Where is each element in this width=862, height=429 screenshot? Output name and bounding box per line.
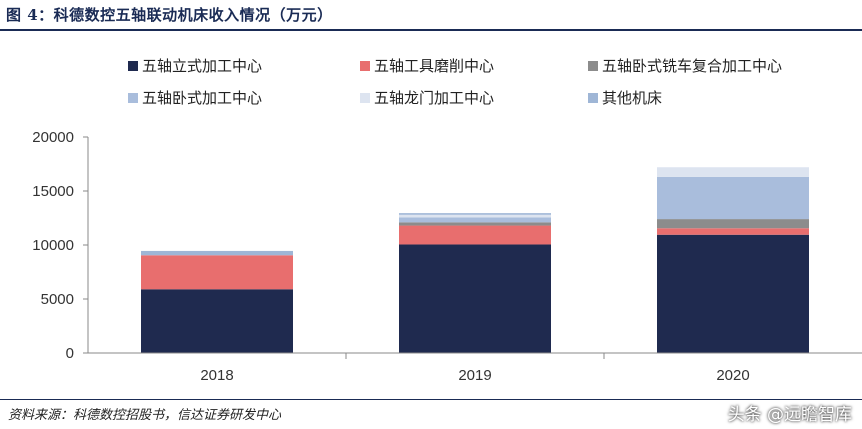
legend-swatch bbox=[360, 61, 370, 71]
legend-label: 五轴龙门加工中心 bbox=[374, 89, 494, 107]
bar-segment bbox=[399, 225, 551, 245]
x-tick-label: 2018 bbox=[200, 367, 233, 384]
bar-segment bbox=[141, 289, 293, 353]
bar-segment bbox=[141, 255, 293, 290]
bar-segment bbox=[657, 228, 809, 235]
bar-segment bbox=[399, 222, 551, 226]
bar-segment bbox=[399, 214, 551, 218]
bar-segment bbox=[141, 250, 293, 256]
x-tick-label: 2020 bbox=[716, 367, 749, 384]
legend-label: 五轴工具磨削中心 bbox=[374, 57, 494, 75]
bar-segment bbox=[399, 244, 551, 353]
bars bbox=[141, 167, 809, 353]
y-axis: 0 5000 10000 15000 20000 bbox=[32, 129, 89, 362]
legend-label: 五轴卧式铣车复合加工中心 bbox=[602, 57, 782, 75]
legend-label: 五轴立式加工中心 bbox=[142, 57, 262, 75]
bar-segment bbox=[657, 234, 809, 353]
legend-swatch bbox=[128, 93, 138, 103]
legend-label: 五轴卧式加工中心 bbox=[142, 89, 262, 107]
y-tick-label: 15000 bbox=[32, 183, 74, 200]
bar-segment bbox=[657, 219, 809, 229]
y-tick-label: 20000 bbox=[32, 129, 74, 146]
y-tick-label: 10000 bbox=[32, 237, 74, 254]
y-tick-label: 0 bbox=[66, 345, 74, 362]
bar-segment bbox=[399, 213, 551, 215]
source-note: 资料来源：科德数控招股书，信达证券研发中心 bbox=[8, 408, 282, 423]
y-tick-label: 5000 bbox=[41, 291, 74, 308]
watermark: 头条 @远瞻智库 bbox=[727, 405, 852, 425]
legend-swatch bbox=[588, 93, 598, 103]
legend-label: 其他机床 bbox=[602, 89, 662, 107]
chart-title: 图 4：科德数控五轴联动机床收入情况（万元） bbox=[6, 6, 333, 24]
bar-segment bbox=[657, 167, 809, 177]
legend-swatch bbox=[588, 61, 598, 71]
bar-segment bbox=[657, 176, 809, 220]
legend-swatch bbox=[360, 93, 370, 103]
title-rule bbox=[0, 29, 862, 31]
bar-segment bbox=[399, 217, 551, 223]
bottom-rule bbox=[0, 399, 862, 400]
x-axis: 2018 2019 2020 bbox=[88, 352, 862, 384]
x-tick-label: 2019 bbox=[458, 367, 491, 384]
legend-swatch bbox=[128, 61, 138, 71]
